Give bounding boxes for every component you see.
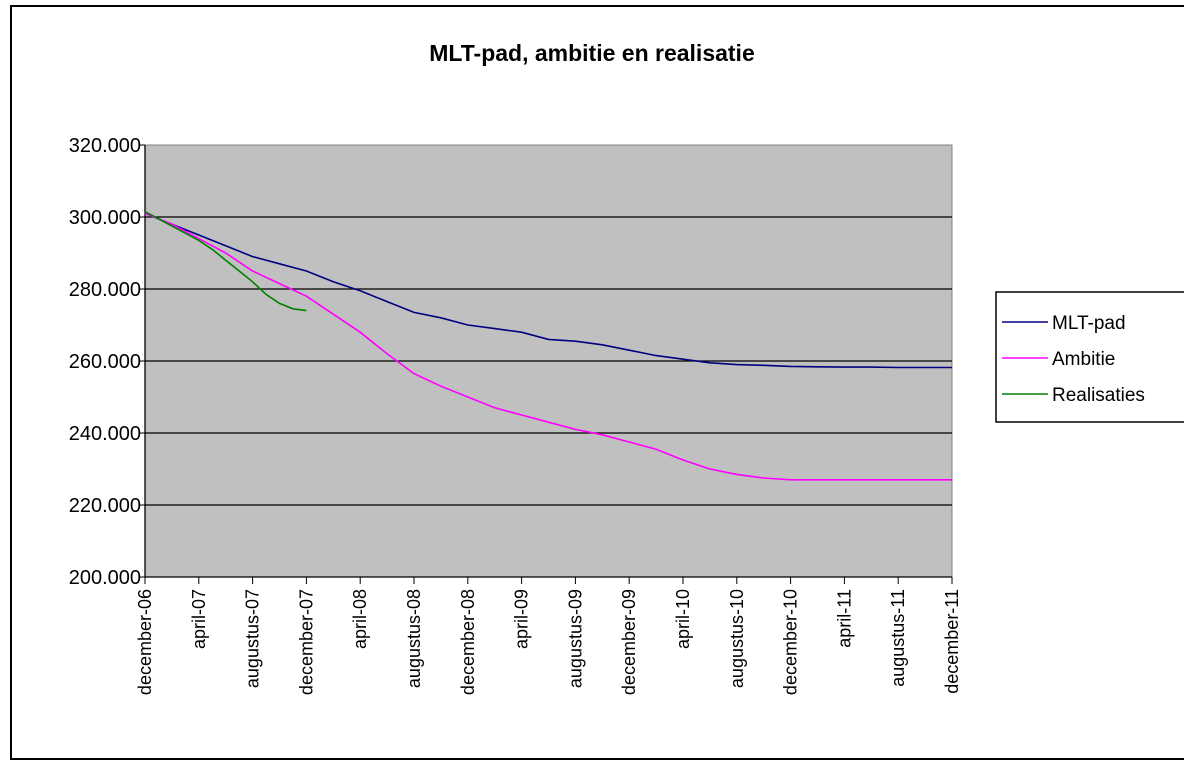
x-tick-label: april-09 [512,589,532,649]
x-tick-label: augustus-10 [727,589,747,688]
y-tick-label: 200.000 [69,567,141,589]
y-tick-label: 300.000 [69,207,141,229]
x-tick-label: april-07 [189,589,209,649]
legend-box [995,291,1184,423]
y-tick-label: 240.000 [69,423,141,445]
series-lines [144,210,952,481]
legend-label: Ambitie [1052,349,1115,370]
x-tick-label: augustus-09 [565,589,585,688]
x-tick-label: augustus-08 [404,589,424,688]
legend-label: MLT-pad [1052,313,1126,334]
series-line-realisaties [144,210,307,312]
x-axis: december-06 april-07 augustus-07 december-0… [135,576,962,695]
y-tick-label: 280.000 [69,279,141,301]
x-tick-label: april-11 [834,589,854,648]
y-axis: 200.000 220.000 240.000 260.000 280.000 300.0… [69,135,146,589]
x-tick-label: april-10 [673,589,693,649]
x-tick-label: december-10 [781,589,801,695]
x-tick-label: december-07 [296,589,316,695]
x-tick-label: december-09 [619,589,639,695]
series-line-mlt-pad [144,212,952,369]
y-tick-label: 320.000 [69,135,141,157]
y-tick-label: 260.000 [69,351,141,373]
x-tick-label: augustus-11 [888,589,908,687]
x-tick-label: december-06 [135,589,155,695]
grid-lines [145,216,952,506]
legend-label: Realisaties [1052,385,1145,406]
x-tick-label: december-11 [942,589,962,694]
y-tick-label: 220.000 [69,495,141,517]
legend: MLT-pad Ambitie Realisaties [995,291,1184,423]
x-tick-label: april-08 [350,589,370,649]
x-tick-label: augustus-07 [243,589,263,688]
x-tick-label: december-08 [458,589,478,695]
series-line-ambitie [144,212,952,481]
chart-title: MLT-pad, ambitie en realisatie [429,40,755,66]
